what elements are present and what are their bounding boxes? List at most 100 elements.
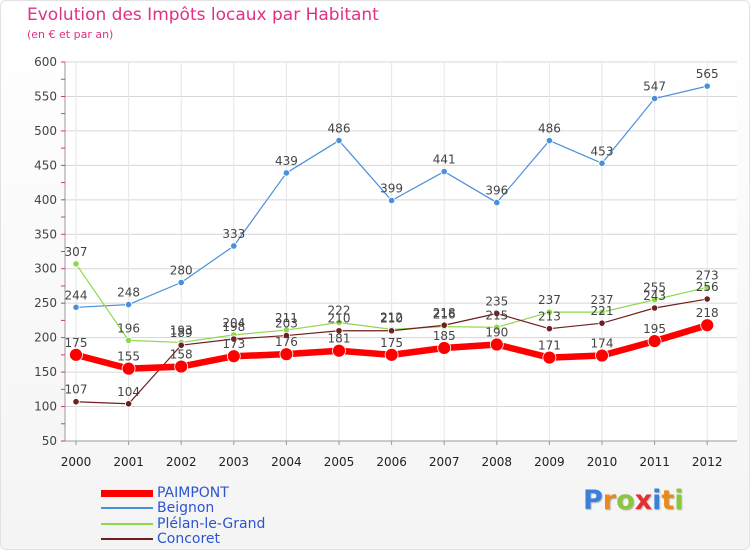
data-label-pl-lan-le-grand: 216 [433,308,456,322]
x-tick-label: 2012 [692,455,723,469]
data-label-pl-lan-le-grand: 204 [222,316,245,330]
data-label-paimpont: 174 [591,337,614,351]
data-label-paimpont: 218 [696,306,719,320]
data-point-concoret [440,321,448,329]
data-label-beignon: 333 [222,227,245,241]
data-point-concoret [72,398,80,406]
y-tick-label: 550 [34,89,57,103]
y-tick-label: 500 [34,124,57,138]
data-point-beignon [387,196,396,205]
data-point-concoret [335,327,343,335]
legend-item-plelan: Plélan-le-Grand [101,516,265,532]
x-tick-label: 2003 [219,455,250,469]
data-point-paimpont [384,347,399,362]
data-point-concoret [545,325,554,333]
data-label-paimpont: 181 [328,332,351,346]
x-tick-label: 2009 [534,455,565,469]
data-label-concoret: 104 [117,385,140,399]
data-label-paimpont: 176 [275,335,298,349]
data-label-concoret: 203 [275,317,298,331]
data-point-pl-lan-le-grand [335,318,343,327]
data-label-concoret: 210 [380,312,403,326]
data-point-beignon [545,136,554,145]
data-point-beignon [125,300,133,309]
y-tick-label: 600 [34,55,57,69]
y-tick-label: 100 [34,400,57,414]
x-tick-label: 2005 [324,455,355,469]
data-point-beignon [440,167,448,176]
legend-swatch-beignon [101,507,153,509]
data-label-paimpont: 195 [643,322,666,336]
data-label-concoret: 189 [170,326,193,340]
data-point-paimpont [700,318,715,333]
data-point-paimpont [174,359,189,374]
data-point-paimpont [437,341,452,355]
plot-area [65,62,737,441]
data-label-concoret: 218 [433,306,456,320]
x-tick-label: 2006 [376,455,407,469]
data-point-paimpont [226,349,241,364]
data-label-pl-lan-le-grand: 237 [591,293,614,307]
data-point-paimpont [332,343,346,358]
data-label-paimpont: 158 [170,348,193,362]
legend-label-concoret: Concoret [157,531,221,547]
y-tick-label: 300 [34,262,57,276]
x-tick-label: 2000 [61,455,92,469]
data-point-concoret [703,295,711,303]
data-label-beignon: 399 [380,182,403,196]
x-tick-label: 2007 [429,455,460,469]
data-label-pl-lan-le-grand: 222 [328,303,351,317]
data-label-pl-lan-le-grand: 196 [117,321,140,335]
logo-letter: i [674,485,684,516]
data-label-paimpont: 190 [485,326,508,340]
logo-letter: P [583,485,603,516]
logo-letter: x [634,485,653,516]
y-tick-label: 200 [34,331,57,345]
y-tick-label: 400 [34,193,57,207]
data-label-concoret: 213 [538,310,561,324]
data-point-paimpont [647,334,662,348]
legend-label-beignon: Beignon [157,500,215,516]
data-point-concoret [598,319,606,327]
data-label-beignon: 244 [65,288,88,302]
logo-letter: t [661,485,675,516]
y-tick-label: 50 [42,434,57,448]
data-label-paimpont: 171 [538,339,561,353]
x-tick-label: 2008 [482,455,513,469]
data-label-beignon: 486 [538,122,561,136]
logo-letter: o [616,485,635,516]
chart-subtitle: (en € et par an) [27,28,114,41]
data-point-pl-lan-le-grand [493,323,501,331]
data-label-beignon: 248 [117,286,140,300]
data-point-pl-lan-le-grand [125,336,133,344]
data-point-beignon [282,169,290,177]
data-label-beignon: 396 [485,184,508,198]
data-label-paimpont: 175 [380,336,403,350]
x-tick-label: 2004 [271,455,302,469]
data-point-concoret [230,335,238,343]
data-point-concoret [125,400,133,408]
data-point-beignon [335,136,343,145]
logo-letter: i [652,485,662,516]
data-label-concoret: 210 [328,312,351,326]
legend-item-concoret: Concoret [101,531,220,547]
data-label-concoret: 235 [485,295,508,309]
data-label-pl-lan-le-grand: 255 [643,281,666,295]
data-label-beignon: 547 [643,80,666,94]
data-label-beignon: 565 [696,67,719,81]
data-point-paimpont [489,337,504,352]
data-label-pl-lan-le-grand: 237 [538,293,561,307]
data-point-paimpont [69,347,83,362]
data-point-paimpont [595,348,609,363]
x-tick-label: 2011 [639,455,670,469]
data-point-beignon [650,94,659,103]
data-point-beignon [703,82,711,90]
data-label-concoret: 107 [65,383,88,397]
data-point-paimpont [542,350,557,365]
data-label-beignon: 441 [433,153,456,167]
data-label-paimpont: 185 [433,329,456,343]
proxiti-logo: Proxiti [583,485,684,516]
logo-letter: r [602,485,617,516]
